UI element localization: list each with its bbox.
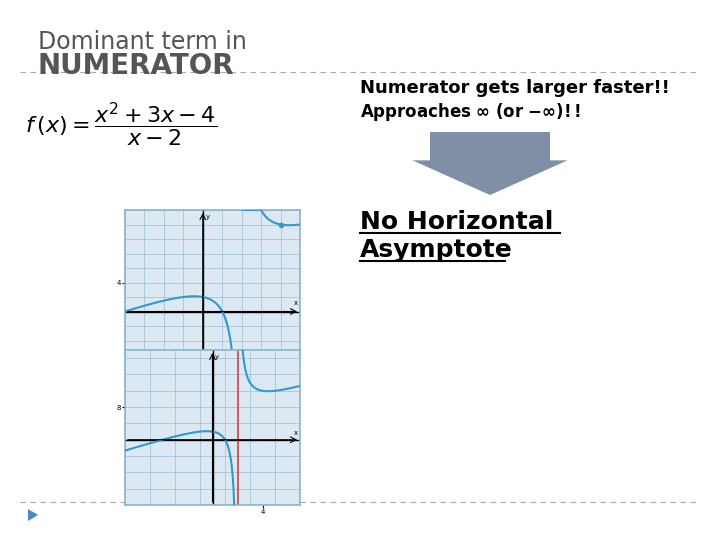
Polygon shape — [413, 132, 567, 195]
Polygon shape — [28, 509, 38, 521]
Text: y: y — [206, 214, 210, 220]
Text: NUMERATOR: NUMERATOR — [38, 52, 235, 80]
Text: No Horizontal: No Horizontal — [360, 210, 554, 234]
Text: x: x — [294, 300, 298, 306]
Text: $f\,(x)=\dfrac{x^2+3x-4}{x-2}$: $f\,(x)=\dfrac{x^2+3x-4}{x-2}$ — [25, 101, 217, 149]
Text: x: x — [293, 430, 297, 436]
Text: $\mathbf{Approaches}\ \mathbf{\infty}\ \mathbf{(or\ {-}\infty)!!}$: $\mathbf{Approaches}\ \mathbf{\infty}\ \… — [360, 101, 581, 123]
Text: Asymptote: Asymptote — [360, 238, 513, 262]
Text: Dominant term in: Dominant term in — [38, 30, 247, 54]
Text: Numerator gets larger faster!!: Numerator gets larger faster!! — [360, 79, 670, 97]
Text: y: y — [215, 354, 219, 360]
